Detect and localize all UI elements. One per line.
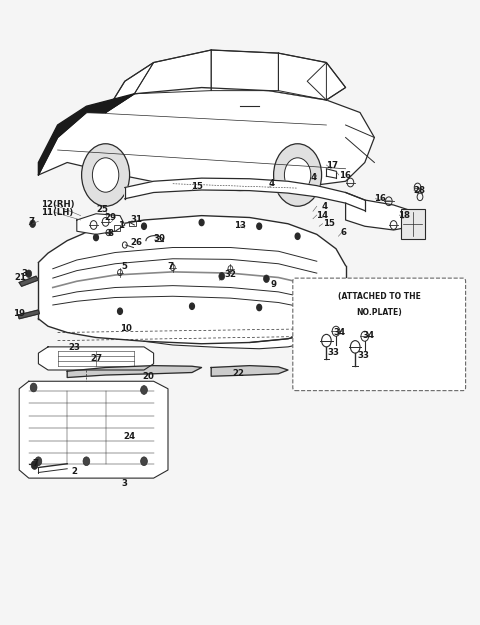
Circle shape (94, 234, 98, 241)
Text: 23: 23 (68, 343, 80, 352)
Circle shape (295, 233, 300, 239)
Text: 30: 30 (154, 234, 166, 243)
Text: 4: 4 (322, 202, 328, 211)
Polygon shape (38, 216, 346, 344)
Text: 33: 33 (357, 351, 369, 359)
Polygon shape (19, 276, 38, 286)
Text: 3: 3 (121, 479, 127, 488)
Text: NO.PLATE): NO.PLATE) (356, 308, 402, 316)
Circle shape (219, 272, 225, 280)
Text: 7: 7 (167, 262, 173, 271)
Polygon shape (18, 310, 39, 319)
Text: 5: 5 (121, 262, 127, 271)
Circle shape (35, 457, 42, 466)
Text: 16: 16 (374, 194, 386, 203)
Circle shape (190, 303, 194, 309)
Text: 25: 25 (96, 205, 108, 214)
Circle shape (274, 144, 322, 206)
Text: 4: 4 (311, 173, 317, 182)
Circle shape (30, 383, 37, 392)
Text: 6: 6 (341, 228, 347, 237)
Text: 4: 4 (269, 179, 275, 188)
Polygon shape (38, 347, 154, 370)
Polygon shape (125, 178, 365, 211)
FancyBboxPatch shape (293, 278, 466, 391)
Text: 13: 13 (234, 221, 246, 229)
Text: (ATTACHED TO THE: (ATTACHED TO THE (338, 292, 420, 301)
Circle shape (83, 457, 90, 466)
Circle shape (26, 270, 32, 278)
Text: 20: 20 (142, 372, 154, 381)
Circle shape (92, 158, 119, 192)
Circle shape (264, 275, 269, 282)
Circle shape (141, 457, 147, 466)
Text: 24: 24 (123, 432, 135, 441)
Polygon shape (346, 192, 413, 230)
Circle shape (141, 386, 147, 394)
Text: 8: 8 (108, 229, 114, 238)
Polygon shape (211, 366, 288, 376)
Circle shape (142, 223, 146, 229)
Text: 11(LH): 11(LH) (41, 208, 73, 217)
Text: 10: 10 (120, 324, 132, 332)
Text: 9: 9 (271, 280, 276, 289)
Polygon shape (144, 306, 346, 349)
Circle shape (30, 220, 36, 228)
Text: 12(RH): 12(RH) (41, 201, 74, 209)
Polygon shape (106, 50, 346, 112)
Polygon shape (77, 214, 125, 234)
Polygon shape (67, 366, 202, 378)
Text: 34: 34 (363, 331, 375, 339)
Text: 22: 22 (232, 369, 244, 378)
Text: 7: 7 (29, 217, 35, 226)
Text: 26: 26 (131, 238, 143, 247)
Polygon shape (38, 88, 374, 191)
Bar (401, 209, 425, 239)
Text: 28: 28 (414, 186, 426, 194)
Circle shape (284, 158, 311, 192)
Circle shape (199, 219, 204, 226)
Circle shape (257, 223, 262, 229)
Circle shape (257, 304, 262, 311)
Circle shape (31, 461, 38, 469)
Text: 33: 33 (327, 348, 339, 357)
Text: 16: 16 (339, 171, 351, 179)
Text: 21: 21 (14, 273, 26, 282)
Text: 29: 29 (105, 213, 117, 222)
Text: 15: 15 (191, 182, 203, 191)
Bar (114, 225, 120, 231)
Polygon shape (19, 381, 168, 478)
Bar (129, 221, 136, 226)
Text: 3: 3 (21, 269, 27, 278)
Text: 1: 1 (118, 221, 124, 229)
Text: 34: 34 (333, 328, 345, 337)
Text: 32: 32 (225, 271, 237, 279)
Text: 2: 2 (71, 467, 77, 476)
Text: 27: 27 (90, 354, 102, 363)
Text: 7: 7 (33, 459, 39, 468)
Text: 14: 14 (316, 211, 328, 219)
Polygon shape (38, 94, 134, 175)
Text: 15: 15 (323, 219, 335, 228)
Circle shape (82, 144, 130, 206)
Circle shape (118, 308, 122, 314)
Text: 31: 31 (131, 216, 143, 224)
Text: 19: 19 (13, 309, 25, 318)
Text: 18: 18 (398, 211, 410, 219)
Text: 17: 17 (326, 161, 338, 169)
